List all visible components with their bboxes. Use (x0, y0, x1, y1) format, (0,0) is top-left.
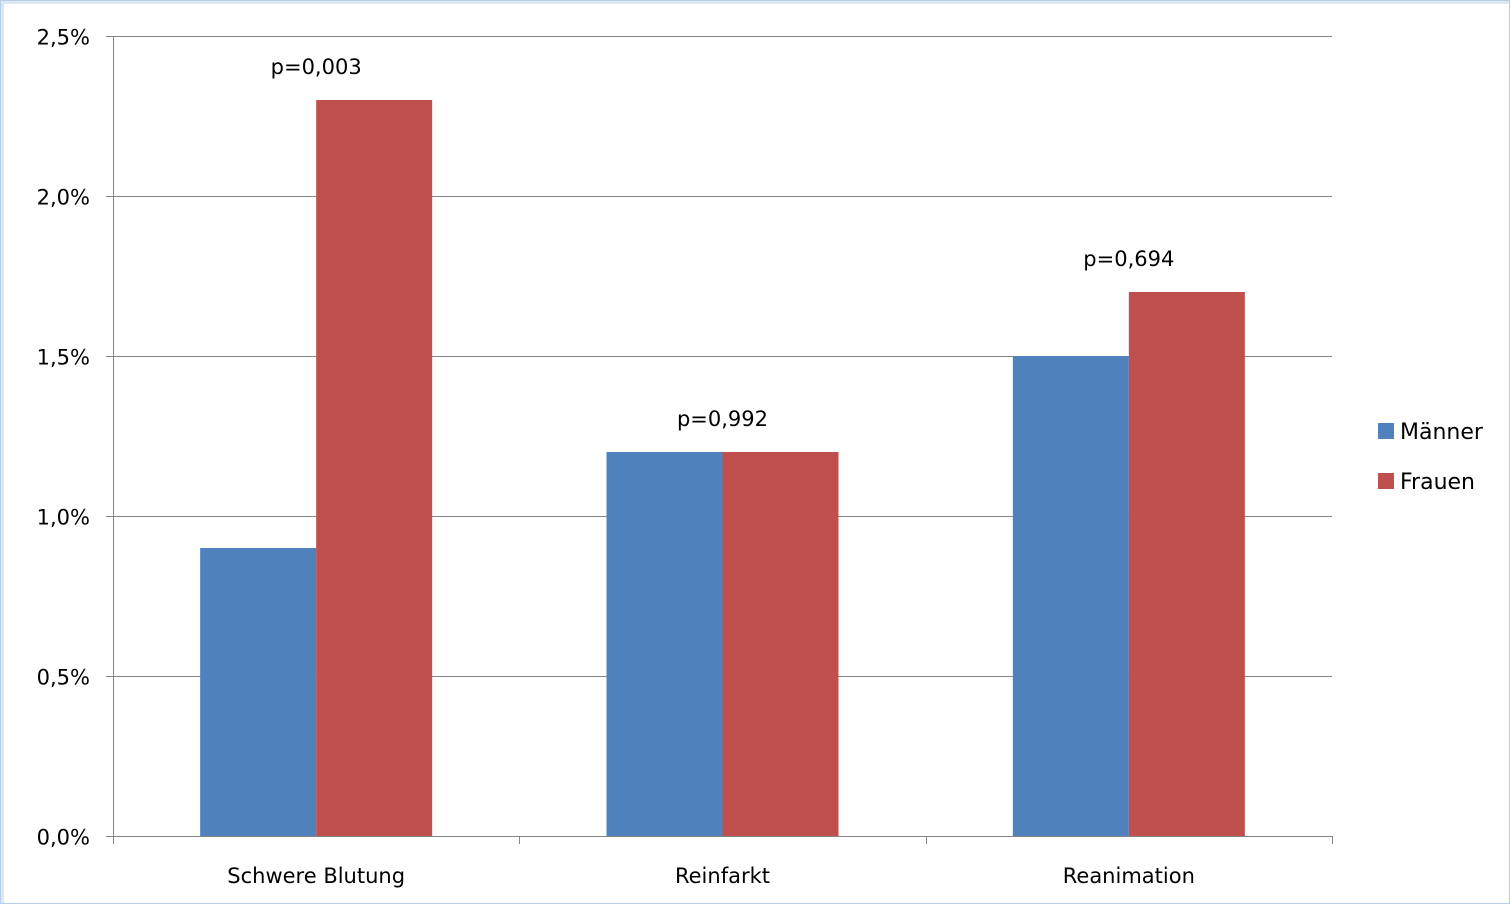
y-tick-label: 2,0% (37, 186, 90, 210)
p-value-label: p=0,992 (677, 407, 768, 431)
axes (106, 36, 1333, 844)
category-label: Reinfarkt (675, 864, 770, 888)
category-labels: Schwere Blutung Reinfarkt Reanimation (227, 864, 1195, 888)
p-value-label: p=0,694 (1083, 247, 1174, 271)
legend-label: Männer (1400, 420, 1484, 445)
bar-m-nner-2 (606, 452, 723, 836)
bar-m-nner-3 (1012, 356, 1129, 836)
bar-frauen-2 (722, 452, 839, 836)
legend-label: Frauen (1400, 470, 1475, 495)
y-tick-label: 2,5% (37, 26, 90, 50)
y-tick-label: 1,0% (37, 506, 90, 530)
legend-swatch (1378, 473, 1394, 489)
y-tick-label: 0,0% (37, 826, 90, 850)
bar-frauen-3 (1128, 292, 1245, 836)
y-tick-label: 0,5% (37, 666, 90, 690)
bar-frauen-1 (316, 100, 433, 836)
bars (200, 100, 1245, 836)
category-label: Schwere Blutung (227, 864, 405, 888)
category-label: Reanimation (1063, 864, 1195, 888)
legend: Männer Frauen (1378, 420, 1484, 495)
p-value-annotations: p=0,003 p=0,992 p=0,694 (271, 55, 1175, 431)
y-tick-labels: 0,0% 0,5% 1,0% 1,5% 2,0% 2,5% (37, 26, 90, 850)
p-value-label: p=0,003 (271, 55, 362, 79)
bar-m-nner-1 (200, 548, 317, 836)
legend-swatch (1378, 423, 1394, 439)
y-tick-label: 1,5% (37, 346, 90, 370)
